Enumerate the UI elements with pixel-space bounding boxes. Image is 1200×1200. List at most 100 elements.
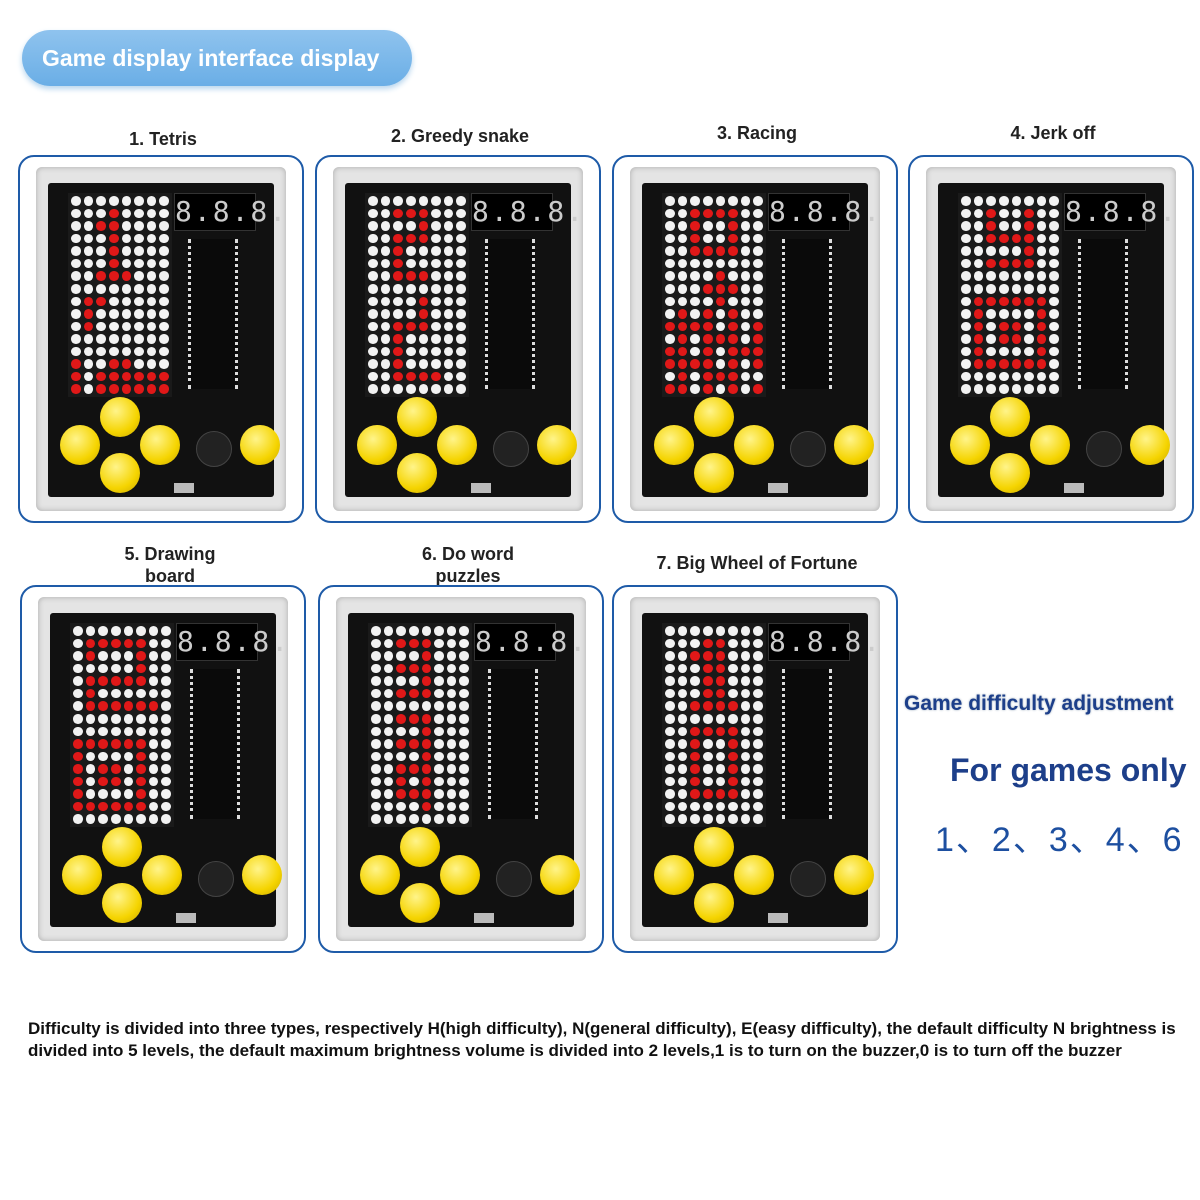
right-button[interactable] xyxy=(734,425,774,465)
led-dot xyxy=(961,296,971,307)
led-dot xyxy=(148,764,159,774)
led-dot xyxy=(434,814,444,824)
right-button[interactable] xyxy=(440,855,480,895)
led-dot xyxy=(148,814,159,824)
circuit-board: 8.8.8. xyxy=(345,183,583,497)
right-button[interactable] xyxy=(1030,425,1070,465)
led-dot xyxy=(73,676,83,686)
led-dot xyxy=(677,713,688,724)
led-dot xyxy=(753,726,763,737)
led-dot xyxy=(110,764,121,774)
led-dot xyxy=(159,271,169,281)
led-dot xyxy=(421,663,432,674)
up-button[interactable] xyxy=(694,827,734,867)
usb-port xyxy=(174,483,194,493)
game-console-panel: 8.8.8. xyxy=(318,585,604,953)
left-button[interactable] xyxy=(654,855,694,895)
microcontroller-chip xyxy=(782,239,832,389)
led-dot xyxy=(396,789,406,799)
led-dot xyxy=(728,789,738,799)
left-button[interactable] xyxy=(654,425,694,465)
microcontroller-chip xyxy=(485,239,535,389)
down-button[interactable] xyxy=(397,453,437,493)
left-button[interactable] xyxy=(60,425,100,465)
led-dot xyxy=(421,701,432,711)
action-button[interactable] xyxy=(537,425,577,465)
led-dot xyxy=(456,359,466,369)
led-dot xyxy=(715,246,726,256)
game-console-panel: 8.8.8. xyxy=(612,585,898,953)
down-button[interactable] xyxy=(694,883,734,923)
down-button[interactable] xyxy=(102,883,142,923)
led-dot xyxy=(121,321,132,332)
led-dot xyxy=(690,789,700,799)
led-dot xyxy=(728,751,738,762)
led-dot xyxy=(1036,334,1047,344)
circuit-board: 8.8.8. xyxy=(642,183,880,497)
led-dot xyxy=(702,638,713,649)
led-dot xyxy=(148,676,159,686)
led-dot xyxy=(665,221,675,231)
led-dot xyxy=(418,271,429,281)
led-dot xyxy=(85,701,96,711)
up-button[interactable] xyxy=(102,827,142,867)
difficulty-games: 1、2、3、4、6 xyxy=(935,821,1184,859)
led-dot xyxy=(728,233,738,244)
led-dot xyxy=(1049,221,1059,231)
led-dot xyxy=(690,626,700,636)
led-dot xyxy=(665,764,675,774)
action-button[interactable] xyxy=(540,855,580,895)
action-button[interactable] xyxy=(834,425,874,465)
right-button[interactable] xyxy=(734,855,774,895)
left-button[interactable] xyxy=(62,855,102,895)
down-button[interactable] xyxy=(990,453,1030,493)
right-button[interactable] xyxy=(142,855,182,895)
up-button[interactable] xyxy=(990,397,1030,437)
right-button[interactable] xyxy=(140,425,180,465)
left-button[interactable] xyxy=(360,855,400,895)
up-button[interactable] xyxy=(694,397,734,437)
led-dot xyxy=(728,638,738,649)
led-dot xyxy=(443,346,454,357)
action-button[interactable] xyxy=(834,855,874,895)
led-dot xyxy=(396,701,406,711)
led-dot xyxy=(740,221,751,231)
up-button[interactable] xyxy=(400,827,440,867)
led-dot xyxy=(393,321,403,332)
led-dot xyxy=(148,726,159,737)
action-button[interactable] xyxy=(1130,425,1170,465)
action-button[interactable] xyxy=(242,855,282,895)
left-button[interactable] xyxy=(950,425,990,465)
led-dot xyxy=(998,346,1009,357)
led-dot xyxy=(380,258,391,269)
down-button[interactable] xyxy=(400,883,440,923)
led-dot xyxy=(98,726,108,737)
led-dot xyxy=(159,246,169,256)
led-dot xyxy=(146,221,157,231)
led-dot xyxy=(1011,346,1022,357)
left-button[interactable] xyxy=(357,425,397,465)
led-dot xyxy=(98,814,108,824)
led-dot xyxy=(961,208,971,219)
action-button[interactable] xyxy=(240,425,280,465)
led-dot xyxy=(383,739,394,749)
led-dot xyxy=(443,371,454,382)
led-dot xyxy=(665,233,675,244)
right-button[interactable] xyxy=(437,425,477,465)
led-dot xyxy=(371,726,381,737)
led-dot xyxy=(459,801,469,812)
seven-segment-display: 8.8.8. xyxy=(768,193,880,231)
led-dot xyxy=(1024,371,1034,382)
led-dot xyxy=(123,651,134,661)
led-dot xyxy=(96,258,106,269)
up-button[interactable] xyxy=(100,397,140,437)
up-button[interactable] xyxy=(397,397,437,437)
led-dot xyxy=(456,346,466,357)
led-dot xyxy=(1049,233,1059,244)
down-button[interactable] xyxy=(694,453,734,493)
led-dot xyxy=(740,663,751,674)
led-dot xyxy=(408,676,419,686)
led-dot xyxy=(371,751,381,762)
down-button[interactable] xyxy=(100,453,140,493)
game-console-panel: 8.8.8. xyxy=(612,155,898,523)
